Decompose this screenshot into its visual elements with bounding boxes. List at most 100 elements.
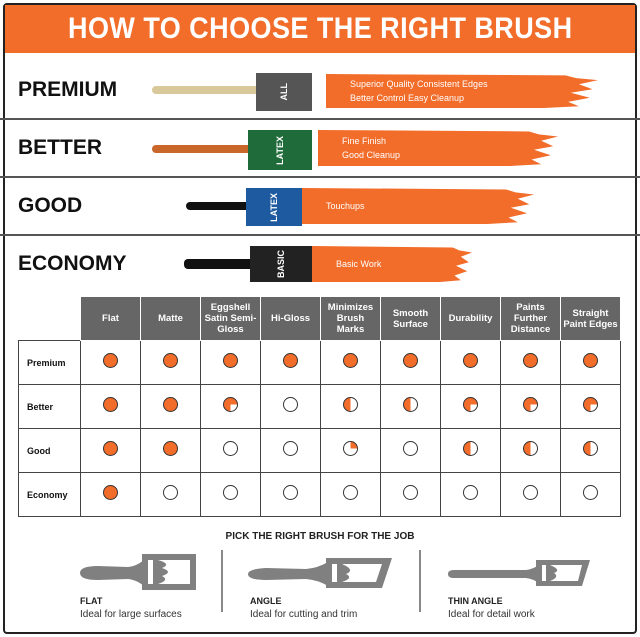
column-header: Matte — [140, 296, 201, 341]
rating-cell — [260, 384, 321, 429]
tier-label: ECONOMY — [18, 252, 127, 275]
rating-circle-icon — [283, 396, 298, 412]
brush-handle — [186, 202, 250, 210]
rating-circle-icon — [403, 352, 418, 368]
feature-text: Superior Quality Consistent Edges — [350, 79, 488, 89]
table-row: Better — [18, 384, 621, 429]
rating-circle-icon — [163, 440, 178, 456]
tier-label: PREMIUM — [18, 78, 118, 101]
rating-cell — [500, 428, 561, 473]
rating-cell — [440, 472, 501, 517]
rating-circle-icon — [283, 352, 298, 368]
rating-circle-icon — [103, 352, 118, 368]
image-frame — [3, 3, 637, 634]
rating-cell — [500, 384, 561, 429]
rating-circle-icon — [223, 484, 238, 500]
brush-ferrule: BASIC — [250, 246, 312, 282]
feature-text: Basic Work — [336, 259, 382, 269]
rating-cell — [380, 340, 441, 385]
rating-cell — [560, 384, 621, 429]
rating-cell — [380, 472, 441, 517]
rating-circle-icon — [463, 440, 478, 456]
rating-circle-icon — [523, 396, 538, 412]
divider — [221, 550, 223, 612]
rating-circle-icon — [403, 440, 418, 456]
angle-brush-icon — [248, 558, 392, 588]
rating-cell — [80, 472, 141, 517]
brush-type-name: ANGLE — [250, 596, 282, 606]
column-header: Minimizes Brush Marks — [320, 296, 381, 341]
comparison-table: Flat Matte Eggshell Satin Semi-Gloss Hi-… — [18, 296, 621, 517]
rating-cell — [140, 384, 201, 429]
brush-type-description: Ideal for detail work — [448, 609, 535, 620]
rating-circle-icon — [583, 396, 598, 412]
rating-circle-icon — [403, 396, 418, 412]
divider — [0, 176, 640, 178]
rating-cell — [260, 340, 321, 385]
feature-text: Better Control Easy Cleanup — [350, 93, 465, 103]
rating-circle-icon — [283, 484, 298, 500]
title-text: HOW TO CHOOSE THE RIGHT BRUSH — [67, 12, 573, 45]
thin-angle-brush-icon — [448, 560, 590, 586]
rating-cell — [320, 428, 381, 473]
feature-text: Good Cleanup — [342, 150, 401, 160]
rating-cell — [500, 340, 561, 385]
rating-cell — [440, 340, 501, 385]
rating-circle-icon — [463, 352, 478, 368]
brush-type-name: FLAT — [80, 596, 103, 606]
rating-cell — [380, 384, 441, 429]
rating-circle-icon — [163, 396, 178, 412]
paint-stroke: Basic Work — [312, 246, 472, 282]
rating-cell — [500, 472, 561, 517]
tier-label: GOOD — [18, 194, 83, 217]
rating-circle-icon — [223, 352, 238, 368]
row-label: Good — [18, 428, 81, 473]
rating-cell — [560, 340, 621, 385]
column-header: Hi-Gloss — [260, 296, 321, 341]
rating-cell — [140, 428, 201, 473]
tier-label: BETTER — [18, 136, 102, 159]
rating-cell — [440, 428, 501, 473]
table-row: Premium — [18, 340, 621, 385]
rating-circle-icon — [343, 484, 358, 500]
column-header: Smooth Surface — [380, 296, 441, 341]
rating-circle-icon — [223, 440, 238, 456]
row-label: Economy — [18, 472, 81, 517]
flat-brush-icon — [80, 554, 196, 590]
column-header: Durability — [440, 296, 501, 341]
table-row: Good — [18, 428, 621, 473]
divider — [0, 118, 640, 120]
brush-handle — [184, 259, 254, 269]
paint-stroke: Fine Finish Good Cleanup — [318, 130, 558, 166]
rating-circle-icon — [583, 484, 598, 500]
rating-cell — [80, 340, 141, 385]
rating-cell — [440, 384, 501, 429]
brush-handle — [152, 145, 252, 153]
rating-circle-icon — [463, 396, 478, 412]
rating-cell — [80, 428, 141, 473]
rating-circle-icon — [283, 440, 298, 456]
rating-circle-icon — [343, 396, 358, 412]
rating-circle-icon — [103, 396, 118, 412]
rating-cell — [200, 472, 261, 517]
rating-cell — [200, 340, 261, 385]
brush-type-description: Ideal for cutting and trim — [250, 609, 358, 620]
rating-circle-icon — [523, 352, 538, 368]
rating-cell — [80, 384, 141, 429]
paint-stroke: Touchups — [302, 188, 534, 224]
brush-ferrule: LATEX — [246, 188, 302, 226]
brush-ferrule: LATEX — [248, 130, 312, 170]
feature-text: Touchups — [326, 201, 365, 211]
table-header-row: Flat Matte Eggshell Satin Semi-Gloss Hi-… — [18, 296, 621, 341]
rating-circle-icon — [163, 352, 178, 368]
rating-cell — [260, 428, 321, 473]
brush-ferrule: ALL — [256, 73, 312, 111]
rating-cell — [320, 472, 381, 517]
rating-cell — [140, 472, 201, 517]
rating-cell — [320, 340, 381, 385]
column-header: Eggshell Satin Semi-Gloss — [200, 296, 261, 341]
tier-economy: ECONOMY BASIC Basic Work — [0, 236, 640, 294]
rating-circle-icon — [223, 396, 238, 412]
tier-premium: PREMIUM ALL Superior Quality Consistent … — [0, 62, 640, 120]
page-title: HOW TO CHOOSE THE RIGHT BRUSH — [5, 5, 635, 53]
